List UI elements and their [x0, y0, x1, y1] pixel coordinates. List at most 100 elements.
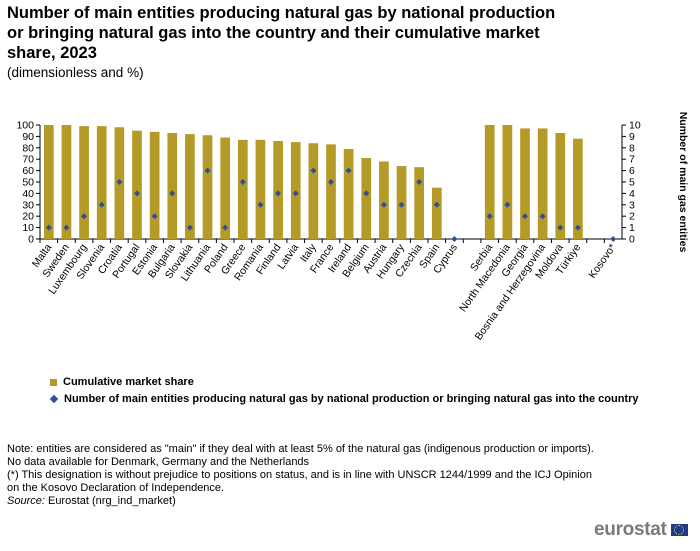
- bar: [414, 167, 425, 239]
- eu-flag-icon: [670, 524, 688, 536]
- y-tick-label-right: 3: [629, 199, 635, 211]
- bar: [502, 125, 513, 239]
- legend-dot-label: Number of main entities producing natura…: [64, 393, 639, 405]
- y-tick-label-left: 90: [22, 131, 34, 143]
- data-point: [239, 179, 246, 185]
- notes: Note: entities are considered as "main" …: [7, 443, 607, 508]
- data-point: [345, 167, 352, 174]
- y-tick-label-right: 5: [629, 177, 635, 189]
- note-line-1: Note: entities are considered as "main" …: [7, 443, 594, 455]
- data-point: [63, 224, 70, 231]
- bar: [537, 128, 548, 239]
- source-line: Source: Eurostat (nrg_ind_market): [7, 495, 607, 508]
- bar: [185, 134, 195, 239]
- bar: [237, 139, 248, 239]
- y-tick-label-right: 2: [629, 211, 635, 223]
- y-tick-label-right: 1: [629, 222, 635, 234]
- legend-bar-label: Cumulative market share: [63, 376, 194, 388]
- data-point: [451, 236, 458, 242]
- y-tick-label-left: 50: [22, 177, 34, 189]
- y-tick-label-left: 0: [28, 234, 34, 246]
- bar: [220, 137, 231, 239]
- data-point: [257, 201, 264, 208]
- bar: [555, 132, 566, 239]
- bar: [343, 148, 354, 239]
- data-point: [398, 201, 405, 208]
- chart-subtitle: (dimensionless and %): [7, 65, 144, 80]
- y-tick-label-left: 30: [22, 199, 34, 211]
- y-tick-label-right: 8: [629, 142, 635, 154]
- bar: [43, 125, 54, 239]
- data-point: [557, 224, 564, 231]
- note-line-2: No data available for Denmark, Germany a…: [7, 456, 310, 468]
- data-point: [116, 179, 123, 185]
- bar: [273, 140, 283, 239]
- y-tick-label-left: 60: [22, 165, 34, 177]
- data-point: [363, 190, 370, 197]
- y-axis-label-right: Number of main gas entities: [677, 112, 689, 253]
- legend-item-dot: Number of main entities producing natura…: [49, 393, 639, 405]
- bar: [149, 131, 160, 239]
- y-tick-label-left: 70: [22, 154, 34, 166]
- bar: [202, 135, 213, 239]
- data-point: [539, 213, 546, 220]
- bar: [520, 128, 530, 239]
- bar: [379, 161, 389, 239]
- data-point: [151, 213, 158, 220]
- y-tick-label-right: 7: [629, 154, 635, 166]
- data-point: [504, 201, 511, 208]
- legend-item-bar: Cumulative market share: [50, 376, 194, 388]
- data-point: [222, 224, 229, 231]
- data-point: [380, 201, 387, 208]
- bar: [361, 158, 372, 239]
- data-point: [433, 201, 440, 208]
- bar: [167, 132, 178, 239]
- bar: [61, 125, 72, 239]
- bar: [326, 144, 336, 239]
- data-point: [574, 224, 581, 231]
- y-tick-label-left: 20: [22, 211, 34, 223]
- bar: [132, 130, 142, 239]
- data-point: [522, 213, 528, 220]
- source-label: Source:: [7, 495, 45, 507]
- y-tick-label-right: 9: [629, 131, 635, 143]
- y-tick-label-left: 100: [16, 120, 34, 132]
- data-point: [610, 236, 617, 242]
- data-point: [292, 190, 299, 197]
- eurostat-logo: eurostat: [594, 519, 688, 541]
- chart-title: Number of main entities producing natura…: [7, 4, 556, 62]
- bar: [308, 143, 319, 239]
- legend-dot-swatch: [49, 394, 59, 404]
- bar: [484, 125, 495, 239]
- y-tick-label-right: 0: [629, 234, 635, 246]
- note-line-3: (*) This designation is without prejudic…: [7, 469, 592, 494]
- y-tick-label-left: 10: [22, 222, 34, 234]
- bar: [431, 187, 442, 239]
- x-tick-label: Kosovo*: [586, 242, 618, 281]
- data-point: [486, 213, 493, 220]
- data-point: [310, 167, 317, 174]
- data-point: [134, 190, 140, 197]
- data-point: [186, 224, 193, 231]
- data-point: [204, 167, 211, 174]
- data-point: [328, 179, 334, 185]
- y-tick-label-right: 4: [629, 188, 635, 200]
- data-point: [45, 224, 52, 231]
- data-point: [416, 179, 423, 185]
- data-point: [169, 190, 176, 197]
- y-tick-label-right: 6: [629, 165, 635, 177]
- bar: [96, 126, 107, 239]
- bar: [573, 138, 583, 239]
- data-point: [275, 190, 282, 197]
- data-point: [98, 201, 105, 208]
- y-tick-label-left: 40: [22, 188, 34, 200]
- legend-bar-swatch: [50, 378, 57, 386]
- bar: [79, 126, 89, 239]
- data-point: [81, 213, 88, 220]
- y-tick-label-right: 10: [629, 120, 641, 132]
- y-tick-label-left: 80: [22, 142, 34, 154]
- bar: [255, 139, 266, 239]
- source-text: Eurostat (nrg_ind_market): [44, 495, 176, 507]
- logo-text: eurostat: [594, 519, 667, 540]
